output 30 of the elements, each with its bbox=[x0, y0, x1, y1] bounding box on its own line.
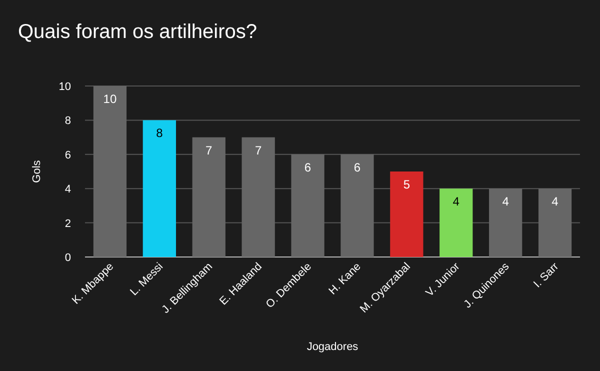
bar bbox=[390, 172, 424, 257]
bar bbox=[242, 137, 275, 257]
data-label: 4 bbox=[452, 194, 460, 209]
y-tick-label: 8 bbox=[64, 115, 71, 128]
data-label: 10 bbox=[103, 92, 117, 106]
bar bbox=[291, 154, 324, 257]
y-tick-label: 4 bbox=[64, 184, 71, 196]
bar bbox=[192, 137, 226, 257]
x-axis-title: Jogadores bbox=[306, 341, 359, 353]
bar bbox=[440, 188, 473, 257]
data-label: 4 bbox=[502, 194, 510, 209]
data-label: 4 bbox=[552, 194, 559, 209]
data-label: 8 bbox=[156, 126, 164, 140]
chart-title: Quais foram os artilheiros? bbox=[18, 21, 257, 43]
bar bbox=[142, 120, 176, 257]
y-tick-label: 2 bbox=[64, 218, 71, 230]
bar bbox=[340, 154, 374, 257]
data-label: 6 bbox=[304, 160, 312, 174]
data-label: 6 bbox=[354, 160, 361, 174]
x-tick-label: I. Sarr bbox=[531, 260, 562, 290]
bar bbox=[93, 86, 127, 257]
data-label: 5 bbox=[403, 178, 410, 192]
y-tick-label: 0 bbox=[64, 252, 71, 264]
bar bbox=[538, 188, 572, 257]
data-label: 7 bbox=[254, 143, 262, 158]
data-label: 7 bbox=[206, 143, 213, 158]
bar bbox=[489, 188, 522, 257]
y-tick-label: 10 bbox=[58, 81, 71, 93]
y-axis-title: Gols bbox=[31, 160, 43, 183]
y-tick-label: 6 bbox=[64, 149, 71, 162]
